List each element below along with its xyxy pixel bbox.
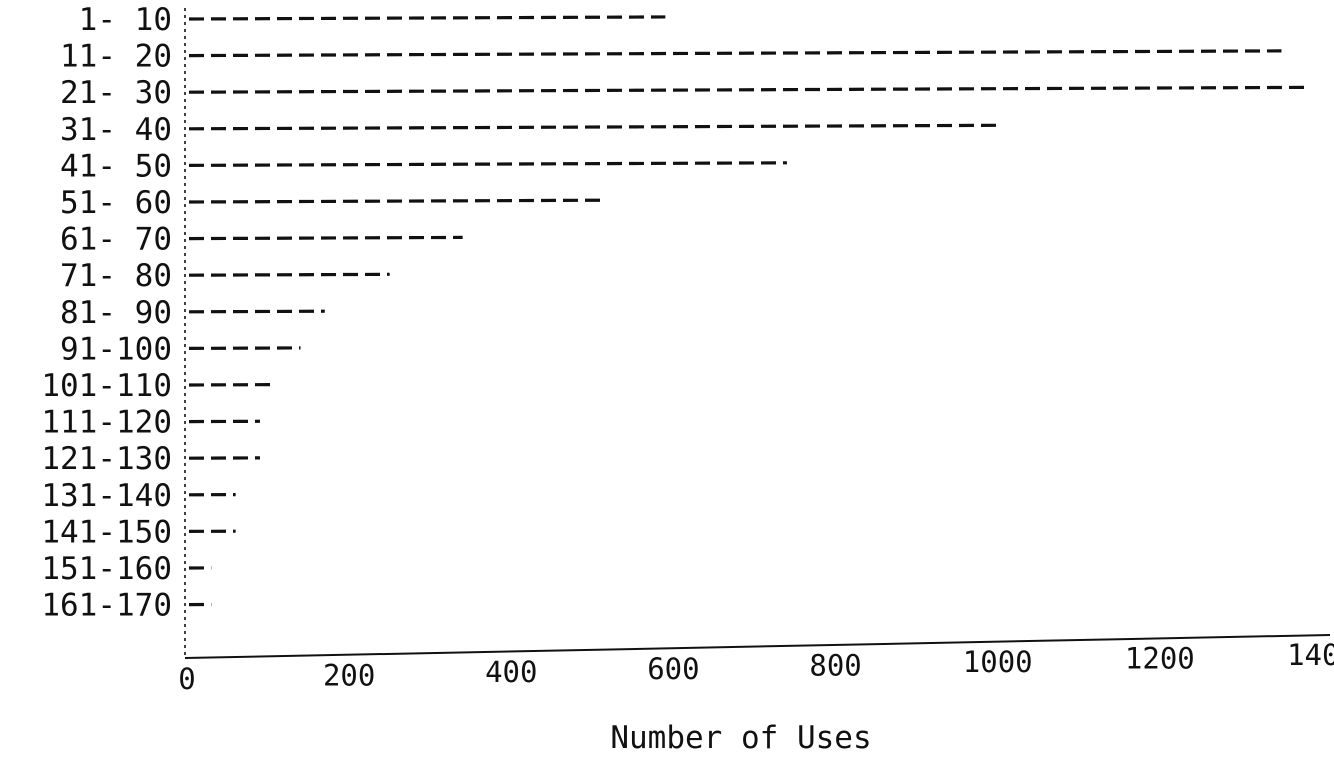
x-tick-label: 1000 xyxy=(963,645,1033,679)
x-tick-label: 1200 xyxy=(1125,642,1195,676)
category-label: 91-100 xyxy=(60,331,172,367)
x-axis-line xyxy=(184,634,1331,659)
x-tick-labels: 0 200 400 600 800 1000 1200 1400 xyxy=(178,638,1334,696)
bar xyxy=(188,235,463,241)
bars xyxy=(188,15,1306,607)
category-label: 141-150 xyxy=(41,514,172,550)
category-label: 131-140 xyxy=(41,478,172,514)
x-tick-label: 600 xyxy=(647,652,699,686)
bar xyxy=(188,198,601,204)
category-label: 51- 60 xyxy=(60,185,172,221)
category-label: 151-160 xyxy=(41,551,172,587)
bar xyxy=(188,15,666,21)
category-label: 81- 90 xyxy=(60,295,172,331)
category-label: 41- 50 xyxy=(60,148,172,184)
bar xyxy=(188,161,787,167)
x-tick-label: 800 xyxy=(809,648,861,682)
x-tick-label: 0 xyxy=(178,662,195,696)
x-tick-label: 200 xyxy=(323,659,375,693)
category-label: 111-120 xyxy=(41,405,172,441)
x-axis-title: Number of Uses xyxy=(610,720,871,756)
category-label: 31- 40 xyxy=(60,112,172,148)
category-label: 1- 10 xyxy=(79,2,172,38)
bar xyxy=(188,49,1282,58)
bar xyxy=(188,85,1306,94)
x-tick-label: 400 xyxy=(485,655,537,689)
category-label: 21- 30 xyxy=(60,75,172,111)
category-label: 101-110 xyxy=(41,368,172,404)
category-label: 161-170 xyxy=(41,588,172,624)
bar xyxy=(188,309,325,314)
category-label: 121-130 xyxy=(41,441,172,477)
category-label: 11- 20 xyxy=(60,39,172,75)
x-tick-label: 1400 xyxy=(1287,638,1334,672)
bar xyxy=(188,123,998,131)
category-label: 61- 70 xyxy=(60,222,172,258)
bar xyxy=(188,272,390,277)
category-label: 71- 80 xyxy=(60,258,172,294)
